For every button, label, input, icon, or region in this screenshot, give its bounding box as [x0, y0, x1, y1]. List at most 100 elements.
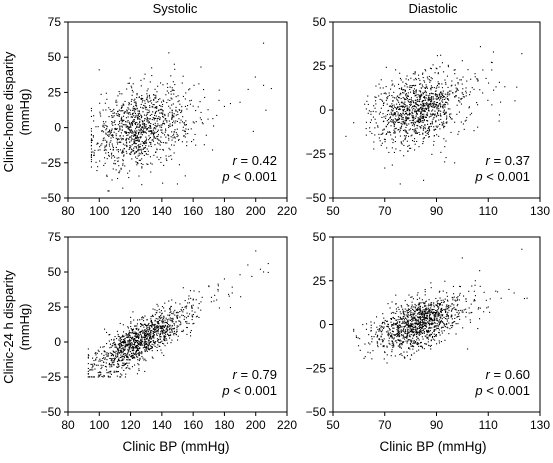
- data-point: [97, 149, 99, 151]
- data-point: [123, 358, 125, 360]
- data-point: [442, 101, 444, 103]
- data-point: [134, 364, 136, 366]
- data-point: [445, 311, 447, 313]
- data-point: [117, 349, 119, 351]
- data-point: [119, 120, 121, 122]
- data-point: [444, 106, 446, 108]
- data-point: [407, 329, 409, 331]
- data-point: [114, 156, 116, 158]
- data-point: [135, 345, 137, 347]
- data-point: [442, 314, 444, 316]
- data-point: [382, 326, 384, 328]
- data-point: [418, 333, 420, 335]
- y-tick-label: 50: [48, 50, 62, 64]
- data-point: [404, 338, 406, 340]
- data-point: [443, 302, 445, 304]
- data-point: [128, 334, 130, 336]
- data-point: [420, 112, 422, 114]
- data-point: [416, 308, 418, 310]
- data-point: [370, 119, 372, 121]
- data-point: [442, 290, 444, 292]
- data-point: [407, 316, 409, 318]
- data-point: [447, 103, 449, 105]
- data-point: [369, 352, 371, 354]
- data-point: [403, 97, 405, 99]
- data-point: [151, 119, 153, 121]
- data-point: [118, 339, 120, 341]
- data-point: [139, 319, 141, 321]
- data-point: [413, 79, 415, 81]
- data-point: [406, 327, 408, 329]
- data-point: [123, 148, 125, 150]
- data-point: [424, 116, 426, 118]
- data-point: [483, 311, 485, 313]
- data-point: [406, 140, 408, 142]
- data-point: [387, 330, 389, 332]
- data-point: [106, 174, 108, 176]
- data-point: [122, 163, 124, 165]
- data-point: [111, 115, 113, 117]
- data-point: [392, 331, 394, 333]
- data-point: [109, 347, 111, 349]
- data-point: [179, 122, 181, 124]
- data-point: [168, 326, 170, 328]
- data-point: [421, 299, 423, 301]
- data-point: [384, 323, 386, 325]
- column-title-systolic: Systolic: [153, 1, 198, 16]
- data-point: [113, 131, 115, 133]
- data-point: [403, 89, 405, 91]
- data-point: [430, 282, 432, 284]
- data-point: [171, 87, 173, 89]
- data-point: [108, 143, 110, 145]
- data-point: [145, 360, 147, 362]
- data-point: [413, 105, 415, 107]
- data-point: [140, 323, 142, 325]
- data-point: [129, 359, 131, 361]
- data-point: [132, 150, 134, 152]
- data-point: [105, 92, 107, 94]
- data-point: [436, 102, 438, 104]
- data-point: [102, 140, 104, 142]
- data-point: [125, 126, 127, 128]
- data-point: [395, 148, 397, 150]
- data-point: [393, 104, 395, 106]
- data-point: [138, 133, 140, 135]
- data-point: [135, 135, 137, 137]
- data-point: [458, 111, 460, 113]
- data-point: [172, 103, 174, 105]
- data-point: [428, 344, 430, 346]
- data-point: [144, 344, 146, 346]
- data-point: [195, 316, 197, 318]
- data-point: [389, 105, 391, 107]
- data-point: [162, 325, 164, 327]
- data-point: [152, 335, 154, 337]
- data-point: [152, 314, 154, 316]
- data-point: [111, 366, 113, 368]
- data-point: [434, 128, 436, 130]
- data-point: [139, 351, 141, 353]
- data-point: [438, 86, 440, 88]
- data-point: [407, 92, 409, 94]
- data-point: [390, 312, 392, 314]
- data-point: [393, 338, 395, 340]
- data-point: [447, 98, 449, 100]
- data-point: [122, 351, 124, 353]
- data-point: [171, 113, 173, 115]
- data-point: [426, 332, 428, 334]
- data-point: [387, 124, 389, 126]
- data-point: [140, 106, 142, 108]
- data-point: [395, 340, 397, 342]
- data-point: [416, 336, 418, 338]
- data-point: [146, 342, 148, 344]
- data-point: [442, 92, 444, 94]
- data-point: [141, 318, 143, 320]
- data-point: [161, 321, 163, 323]
- data-point: [121, 106, 123, 108]
- data-point: [404, 322, 406, 324]
- data-point: [435, 335, 437, 337]
- data-point: [420, 322, 422, 324]
- data-point: [164, 319, 166, 321]
- data-point: [389, 332, 391, 334]
- data-point: [131, 338, 133, 340]
- data-point: [134, 357, 136, 359]
